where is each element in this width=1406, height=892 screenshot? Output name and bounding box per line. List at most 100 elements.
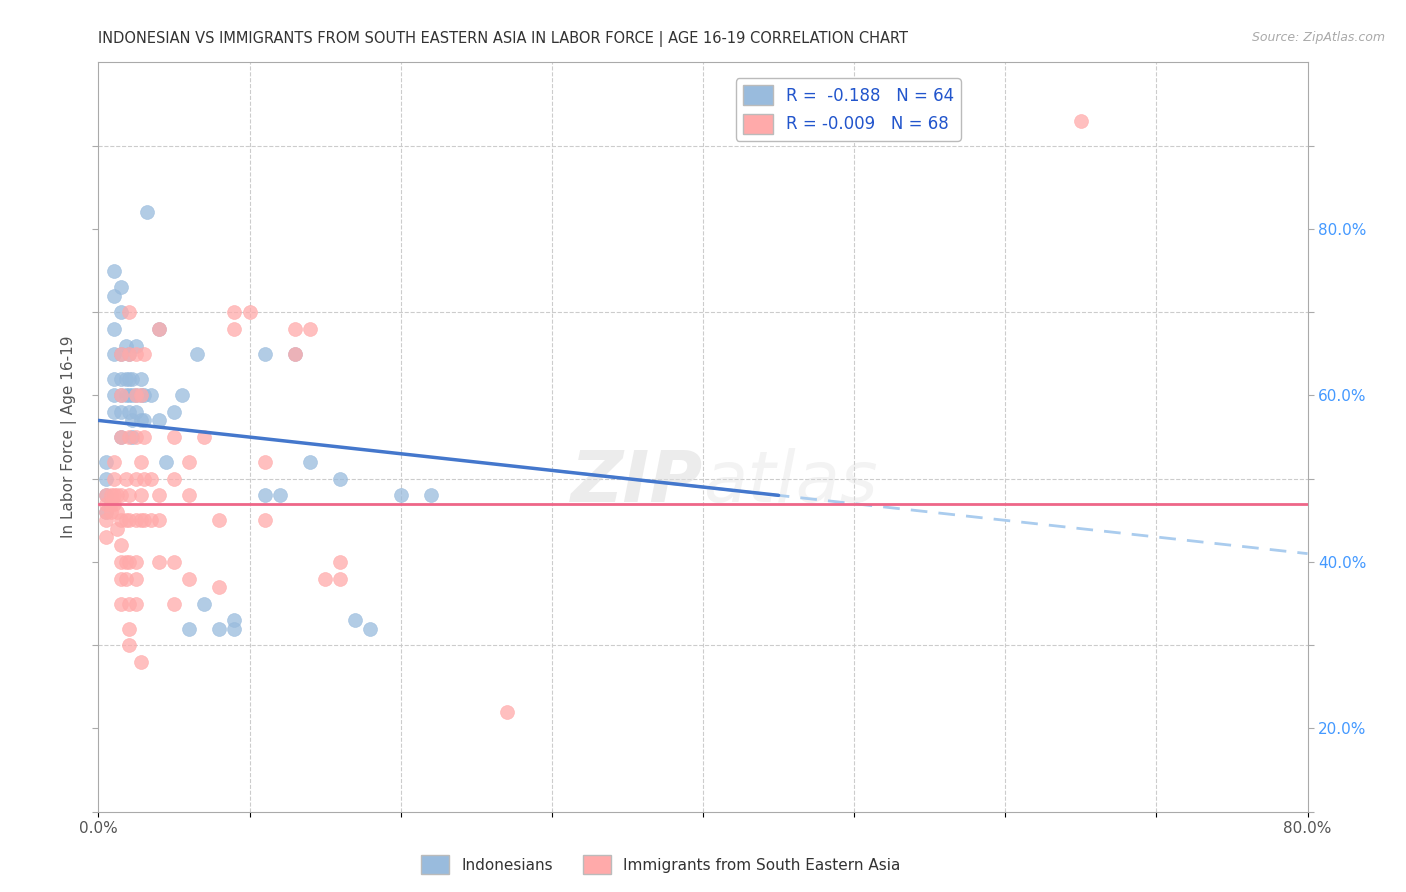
Point (132, 347, 155, 361)
Point (110, 555, 132, 569)
Point (148, 513, 170, 527)
Legend: R =  -0.188   N = 64, R = -0.009   N = 68: R = -0.188 N = 64, R = -0.009 N = 68 (735, 78, 960, 141)
Point (118, 347, 141, 361)
Point (125, 388, 148, 402)
Point (344, 613, 367, 627)
Point (129, 655, 152, 669)
Point (132, 388, 155, 402)
Point (103, 288, 125, 302)
Point (299, 322, 322, 336)
Point (110, 488, 132, 502)
Point (110, 347, 132, 361)
Point (163, 597, 186, 611)
Point (125, 555, 148, 569)
Point (103, 455, 125, 469)
Point (114, 513, 136, 527)
Point (118, 555, 141, 569)
Point (329, 555, 352, 569)
Point (132, 430, 155, 444)
Point (163, 555, 186, 569)
Point (110, 372, 132, 386)
Point (114, 372, 136, 386)
Point (100, 497, 122, 511)
Point (125, 597, 148, 611)
Point (179, 455, 201, 469)
Point (103, 472, 125, 486)
Point (129, 513, 152, 527)
Point (103, 388, 125, 402)
Point (186, 347, 208, 361)
Point (125, 430, 148, 444)
Point (118, 305, 141, 319)
Point (118, 388, 141, 402)
Point (148, 322, 170, 336)
Point (193, 430, 215, 444)
Point (253, 488, 276, 502)
Point (141, 472, 163, 486)
Point (208, 580, 231, 594)
Point (129, 455, 152, 469)
Point (114, 338, 136, 352)
Point (110, 280, 132, 294)
Point (148, 413, 170, 427)
Point (253, 347, 276, 361)
Point (329, 572, 352, 586)
Text: atlas: atlas (703, 448, 877, 516)
Point (105, 522, 128, 536)
Text: Source: ZipAtlas.com: Source: ZipAtlas.com (1251, 31, 1385, 45)
Point (125, 405, 148, 419)
Point (94, 505, 117, 519)
Point (1070, 113, 1092, 128)
Point (121, 413, 143, 427)
Point (224, 305, 246, 319)
Point (110, 430, 132, 444)
Point (110, 405, 132, 419)
Point (118, 488, 141, 502)
Point (148, 555, 170, 569)
Point (125, 572, 148, 586)
Point (94, 488, 117, 502)
Point (284, 347, 307, 361)
Point (141, 388, 163, 402)
Text: ZIP: ZIP (571, 448, 703, 516)
Point (118, 597, 141, 611)
Point (94, 497, 117, 511)
Point (148, 322, 170, 336)
Point (129, 388, 152, 402)
Point (94, 488, 117, 502)
Point (110, 538, 132, 552)
Point (360, 622, 382, 636)
Point (163, 430, 186, 444)
Point (94, 455, 117, 469)
Point (299, 455, 322, 469)
Point (103, 497, 125, 511)
Point (103, 488, 125, 502)
Point (141, 513, 163, 527)
Point (114, 472, 136, 486)
Point (253, 455, 276, 469)
Point (253, 513, 276, 527)
Point (125, 388, 148, 402)
Point (103, 372, 125, 386)
Point (163, 405, 186, 419)
Point (103, 347, 125, 361)
Point (118, 638, 141, 652)
Point (110, 597, 132, 611)
Point (129, 372, 152, 386)
Point (129, 388, 152, 402)
Point (420, 488, 443, 502)
Point (105, 488, 128, 502)
Y-axis label: In Labor Force | Age 16-19: In Labor Force | Age 16-19 (60, 335, 77, 539)
Point (100, 505, 122, 519)
Point (118, 347, 141, 361)
Point (103, 322, 125, 336)
Point (389, 488, 412, 502)
Point (179, 622, 201, 636)
Point (118, 372, 141, 386)
Point (125, 338, 148, 352)
Point (179, 572, 201, 586)
Point (239, 305, 262, 319)
Point (224, 613, 246, 627)
Point (121, 372, 143, 386)
Point (94, 472, 117, 486)
